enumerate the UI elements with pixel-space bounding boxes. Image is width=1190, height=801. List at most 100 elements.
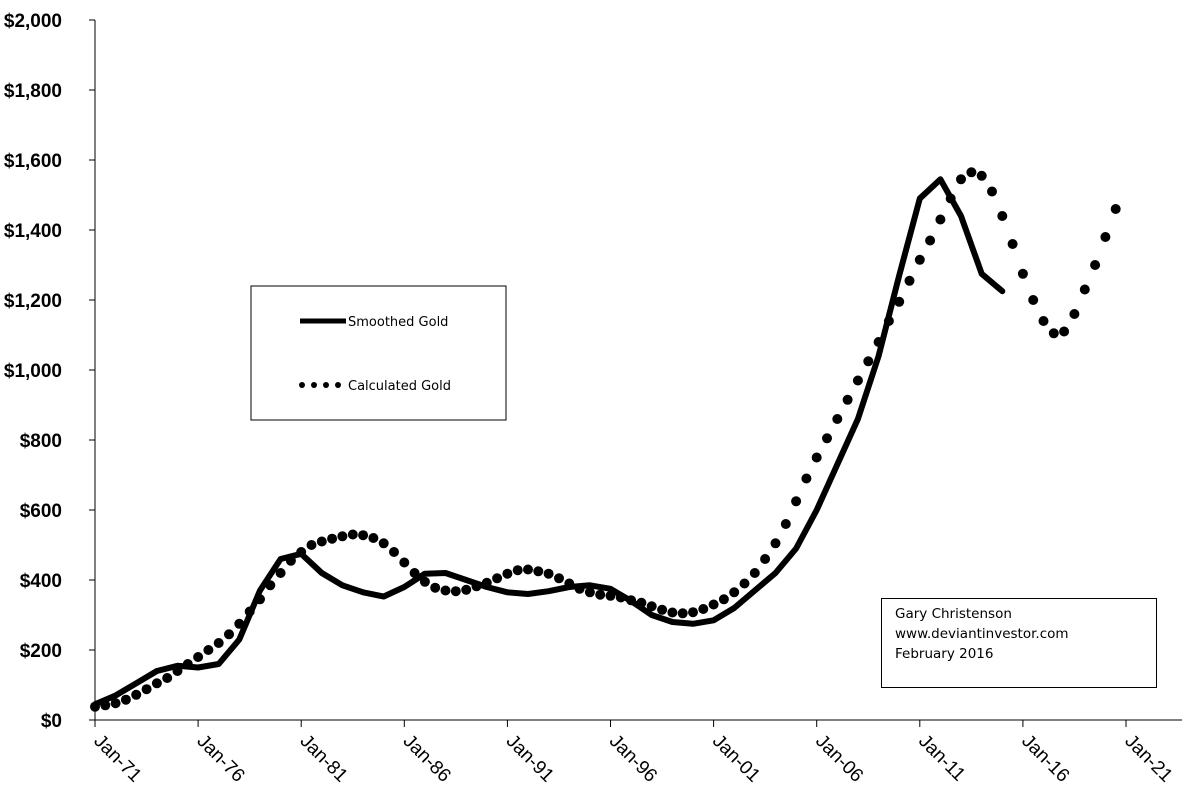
data-point-calculated-gold [873,337,884,347]
data-point-calculated-gold [1100,232,1111,242]
data-point-calculated-gold [543,568,554,579]
data-point-calculated-gold [389,547,399,557]
data-point-calculated-gold [770,538,781,549]
credit-box: Gary Christenson www.deviantinvestor.com… [881,598,1157,688]
y-axis-ticks: $0 $200 $400 $600 $800 $1,000 $1,200 $1,400 $1,6… [4,11,95,732]
y-tick-label: $400 [20,571,62,592]
y-tick-label: $1,000 [4,361,62,382]
data-point-calculated-gold [347,529,358,540]
x-tick-label: Jan-01 [708,731,764,787]
data-point-calculated-gold [1069,309,1080,319]
data-point-calculated-gold [729,587,740,598]
data-point-calculated-gold [1007,239,1018,249]
data-point-calculated-gold [945,193,956,204]
y-tick-label: $0 [41,711,62,732]
data-point-calculated-gold [698,604,709,614]
data-point-calculated-gold [894,296,905,307]
data-point-calculated-gold [667,607,678,618]
data-point-calculated-gold [574,583,585,594]
x-tick-label: Jan-11 [914,731,969,786]
data-point-calculated-gold [131,689,142,700]
data-point-calculated-gold [409,568,420,578]
x-tick-label: Jan-81 [296,731,352,787]
y-tick-label: $2,000 [4,11,62,32]
data-point-calculated-gold [358,530,369,541]
x-tick-label: Jan-91 [502,731,558,787]
data-point-calculated-gold [265,580,276,591]
data-point-calculated-gold [966,167,977,178]
data-point-calculated-gold [378,538,389,549]
legend-box [250,285,507,421]
credit-author: Gary Christenson [895,606,1012,622]
data-point-calculated-gold [213,638,224,648]
data-point-calculated-gold [863,356,874,367]
data-point-calculated-gold [481,577,492,588]
data-point-calculated-gold [987,186,997,197]
y-tick-label: $1,600 [4,151,62,172]
data-point-calculated-gold [1090,260,1101,270]
series-line-smoothed-gold [92,176,1006,708]
data-point-calculated-gold [646,601,657,612]
data-point-calculated-gold [399,557,410,568]
data-point-calculated-gold [193,652,204,662]
data-point-calculated-gold [255,594,265,605]
y-tick-label: $800 [20,431,62,452]
series-layer [90,167,1121,712]
data-point-calculated-gold [120,694,131,705]
data-point-calculated-gold [110,698,121,709]
data-point-calculated-gold [141,684,152,695]
data-point-calculated-gold [492,573,503,584]
x-axis-ticks: Jan-71 Jan-76 Jan-81 Jan-86 Jan-91 Jan-96 Jan-… [89,720,1176,787]
credit-website: www.deviantinvestor.com [895,626,1069,642]
data-point-calculated-gold [564,578,575,589]
y-tick-label: $1,800 [4,81,62,102]
data-point-calculated-gold [533,566,544,577]
data-point-calculated-gold [718,594,729,605]
data-point-calculated-gold [1038,316,1049,326]
x-tick-label: Jan-71 [89,731,145,787]
data-point-calculated-gold [739,578,750,589]
data-point-calculated-gold [956,174,966,185]
x-tick-label: Jan-86 [399,731,455,787]
data-point-calculated-gold [162,673,173,683]
data-point-calculated-gold [90,701,100,712]
data-point-calculated-gold [172,666,183,676]
data-point-calculated-gold [306,540,317,550]
x-tick-label: Jan-96 [605,731,661,787]
data-point-calculated-gold [1059,326,1070,337]
data-point-calculated-gold [285,555,296,566]
data-point-calculated-gold [1028,295,1039,305]
data-point-calculated-gold [584,587,595,598]
data-point-calculated-gold [182,659,193,669]
data-point-calculated-gold [244,606,255,617]
data-point-calculated-gold [224,629,234,640]
data-point-calculated-gold [688,607,698,618]
data-point-calculated-gold [316,536,327,547]
credit-date: February 2016 [895,646,994,662]
data-point-calculated-gold [554,573,564,584]
data-point-calculated-gold [471,581,482,592]
data-point-calculated-gold [904,275,915,286]
data-point-calculated-gold [842,394,853,405]
data-point-calculated-gold [605,590,616,601]
data-point-calculated-gold [368,533,379,543]
data-point-calculated-gold [801,473,812,484]
data-point-calculated-gold [327,533,338,544]
data-point-calculated-gold [791,496,802,507]
data-point-calculated-gold [461,584,472,595]
data-point-calculated-gold [430,582,441,593]
y-tick-label: $600 [20,501,62,522]
x-tick-label: Jan-76 [193,731,249,787]
data-point-calculated-gold [523,564,533,575]
data-point-calculated-gold [234,618,245,629]
x-tick-label: Jan-21 [1120,731,1176,787]
data-point-calculated-gold [760,554,771,564]
data-point-calculated-gold [151,678,162,689]
legend: Smoothed Gold Calculated Gold [250,285,507,421]
data-point-calculated-gold [100,700,111,711]
data-point-calculated-gold [935,214,946,225]
x-tick-label: Jan-16 [1017,731,1073,787]
data-point-calculated-gold [997,211,1008,221]
data-point-calculated-gold [883,316,894,326]
data-point-calculated-gold [1017,268,1028,279]
